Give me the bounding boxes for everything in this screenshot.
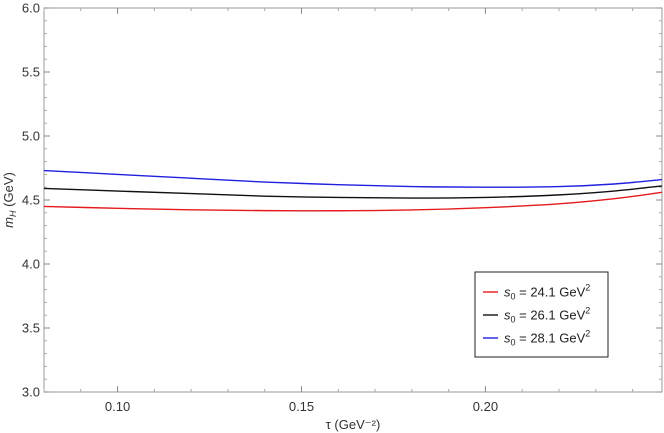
series-lines [43,169,663,212]
legend-label-2: s0 = 26.1 GeV2 [504,306,590,325]
y-tick-label: 4.5 [22,193,40,208]
x-axis-label: τ (GeV⁻²) [326,417,381,432]
y-tick-label: 5.0 [22,129,40,144]
y-tick-label: 6.0 [22,1,40,16]
x-tick-label: 0.20 [473,399,498,414]
y-tick-label: 3.0 [22,385,40,400]
y-tick-label: 5.5 [22,65,40,80]
y-axis-label: mH (GeV) [1,172,18,228]
series-line-2 [43,185,663,199]
y-tick-label: 4.0 [22,257,40,272]
x-tick-label: 0.15 [289,399,314,414]
legend-label-3: s0 = 28.1 GeV2 [504,329,590,348]
legend: s0 = 24.1 GeV2 s0 = 26.1 GeV2 s0 = 28.1 Ge… [474,271,609,358]
y-tick-label: 3.5 [22,321,40,336]
series-line-1 [43,191,663,212]
axis-ticks [43,7,662,393]
legend-label-1: s0 = 24.1 GeV2 [504,283,590,302]
series-line-3 [43,169,663,188]
x-tick-label: 0.10 [105,399,130,414]
tick-labels: 0.10 0.15 0.20 3.0 3.5 4.0 4.5 5.0 5.5 6.0 [22,1,498,415]
